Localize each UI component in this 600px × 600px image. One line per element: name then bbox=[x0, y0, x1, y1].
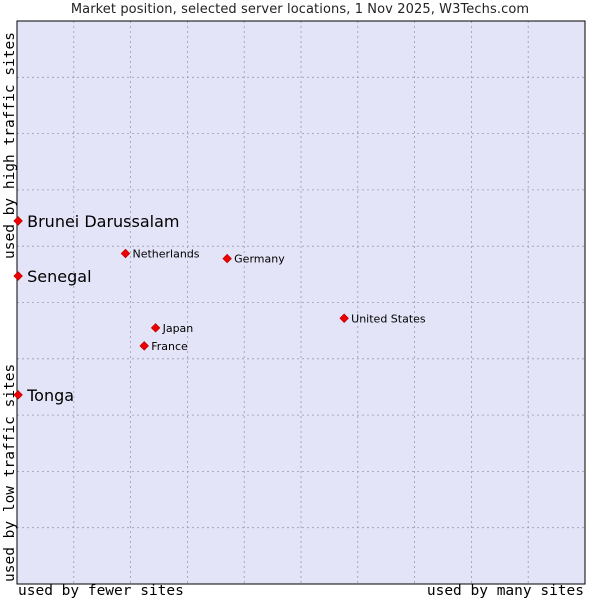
point-label-germany: Germany bbox=[234, 253, 285, 266]
point-label-tonga: Tonga bbox=[26, 386, 74, 405]
plot-border bbox=[16, 20, 586, 585]
data-point-senegal: Senegal bbox=[13, 267, 92, 286]
point-marker-senegal bbox=[13, 271, 23, 281]
point-marker-netherlands bbox=[120, 248, 131, 259]
x-axis-label-right: used by many sites bbox=[426, 583, 584, 599]
grid-lines bbox=[17, 21, 585, 584]
data-point-germany: Germany bbox=[222, 253, 285, 266]
data-points: Brunei Darussalam Senegal Tonga Netherlands… bbox=[13, 212, 426, 405]
data-point-tonga: Tonga bbox=[13, 386, 74, 405]
data-point-japan: Japan bbox=[150, 322, 194, 335]
point-marker-germany bbox=[222, 253, 232, 264]
point-marker-brunei-darussalam bbox=[13, 216, 23, 226]
data-point-brunei-darussalam: Brunei Darussalam bbox=[13, 212, 180, 231]
point-label-brunei-darussalam: Brunei Darussalam bbox=[27, 212, 179, 231]
point-marker-france bbox=[139, 341, 149, 351]
y-axis-label-bottom: used by low traffic sites bbox=[2, 363, 18, 582]
y-axis-label-top: used by high traffic sites bbox=[2, 32, 18, 259]
point-marker-united-states bbox=[339, 313, 349, 323]
chart-title: Market position, selected server locatio… bbox=[70, 2, 530, 17]
data-point-netherlands: Netherlands bbox=[120, 248, 200, 261]
point-label-france: France bbox=[151, 340, 188, 353]
point-label-japan: Japan bbox=[162, 322, 194, 335]
point-label-netherlands: Netherlands bbox=[132, 248, 199, 261]
data-point-france: France bbox=[139, 340, 188, 353]
data-point-united-states: United States bbox=[339, 312, 426, 325]
point-marker-tonga bbox=[13, 390, 23, 400]
x-axis-label-left: used by fewer sites bbox=[18, 583, 184, 599]
point-label-united-states: United States bbox=[351, 312, 426, 325]
point-label-senegal: Senegal bbox=[27, 267, 91, 286]
point-marker-japan bbox=[150, 323, 161, 333]
